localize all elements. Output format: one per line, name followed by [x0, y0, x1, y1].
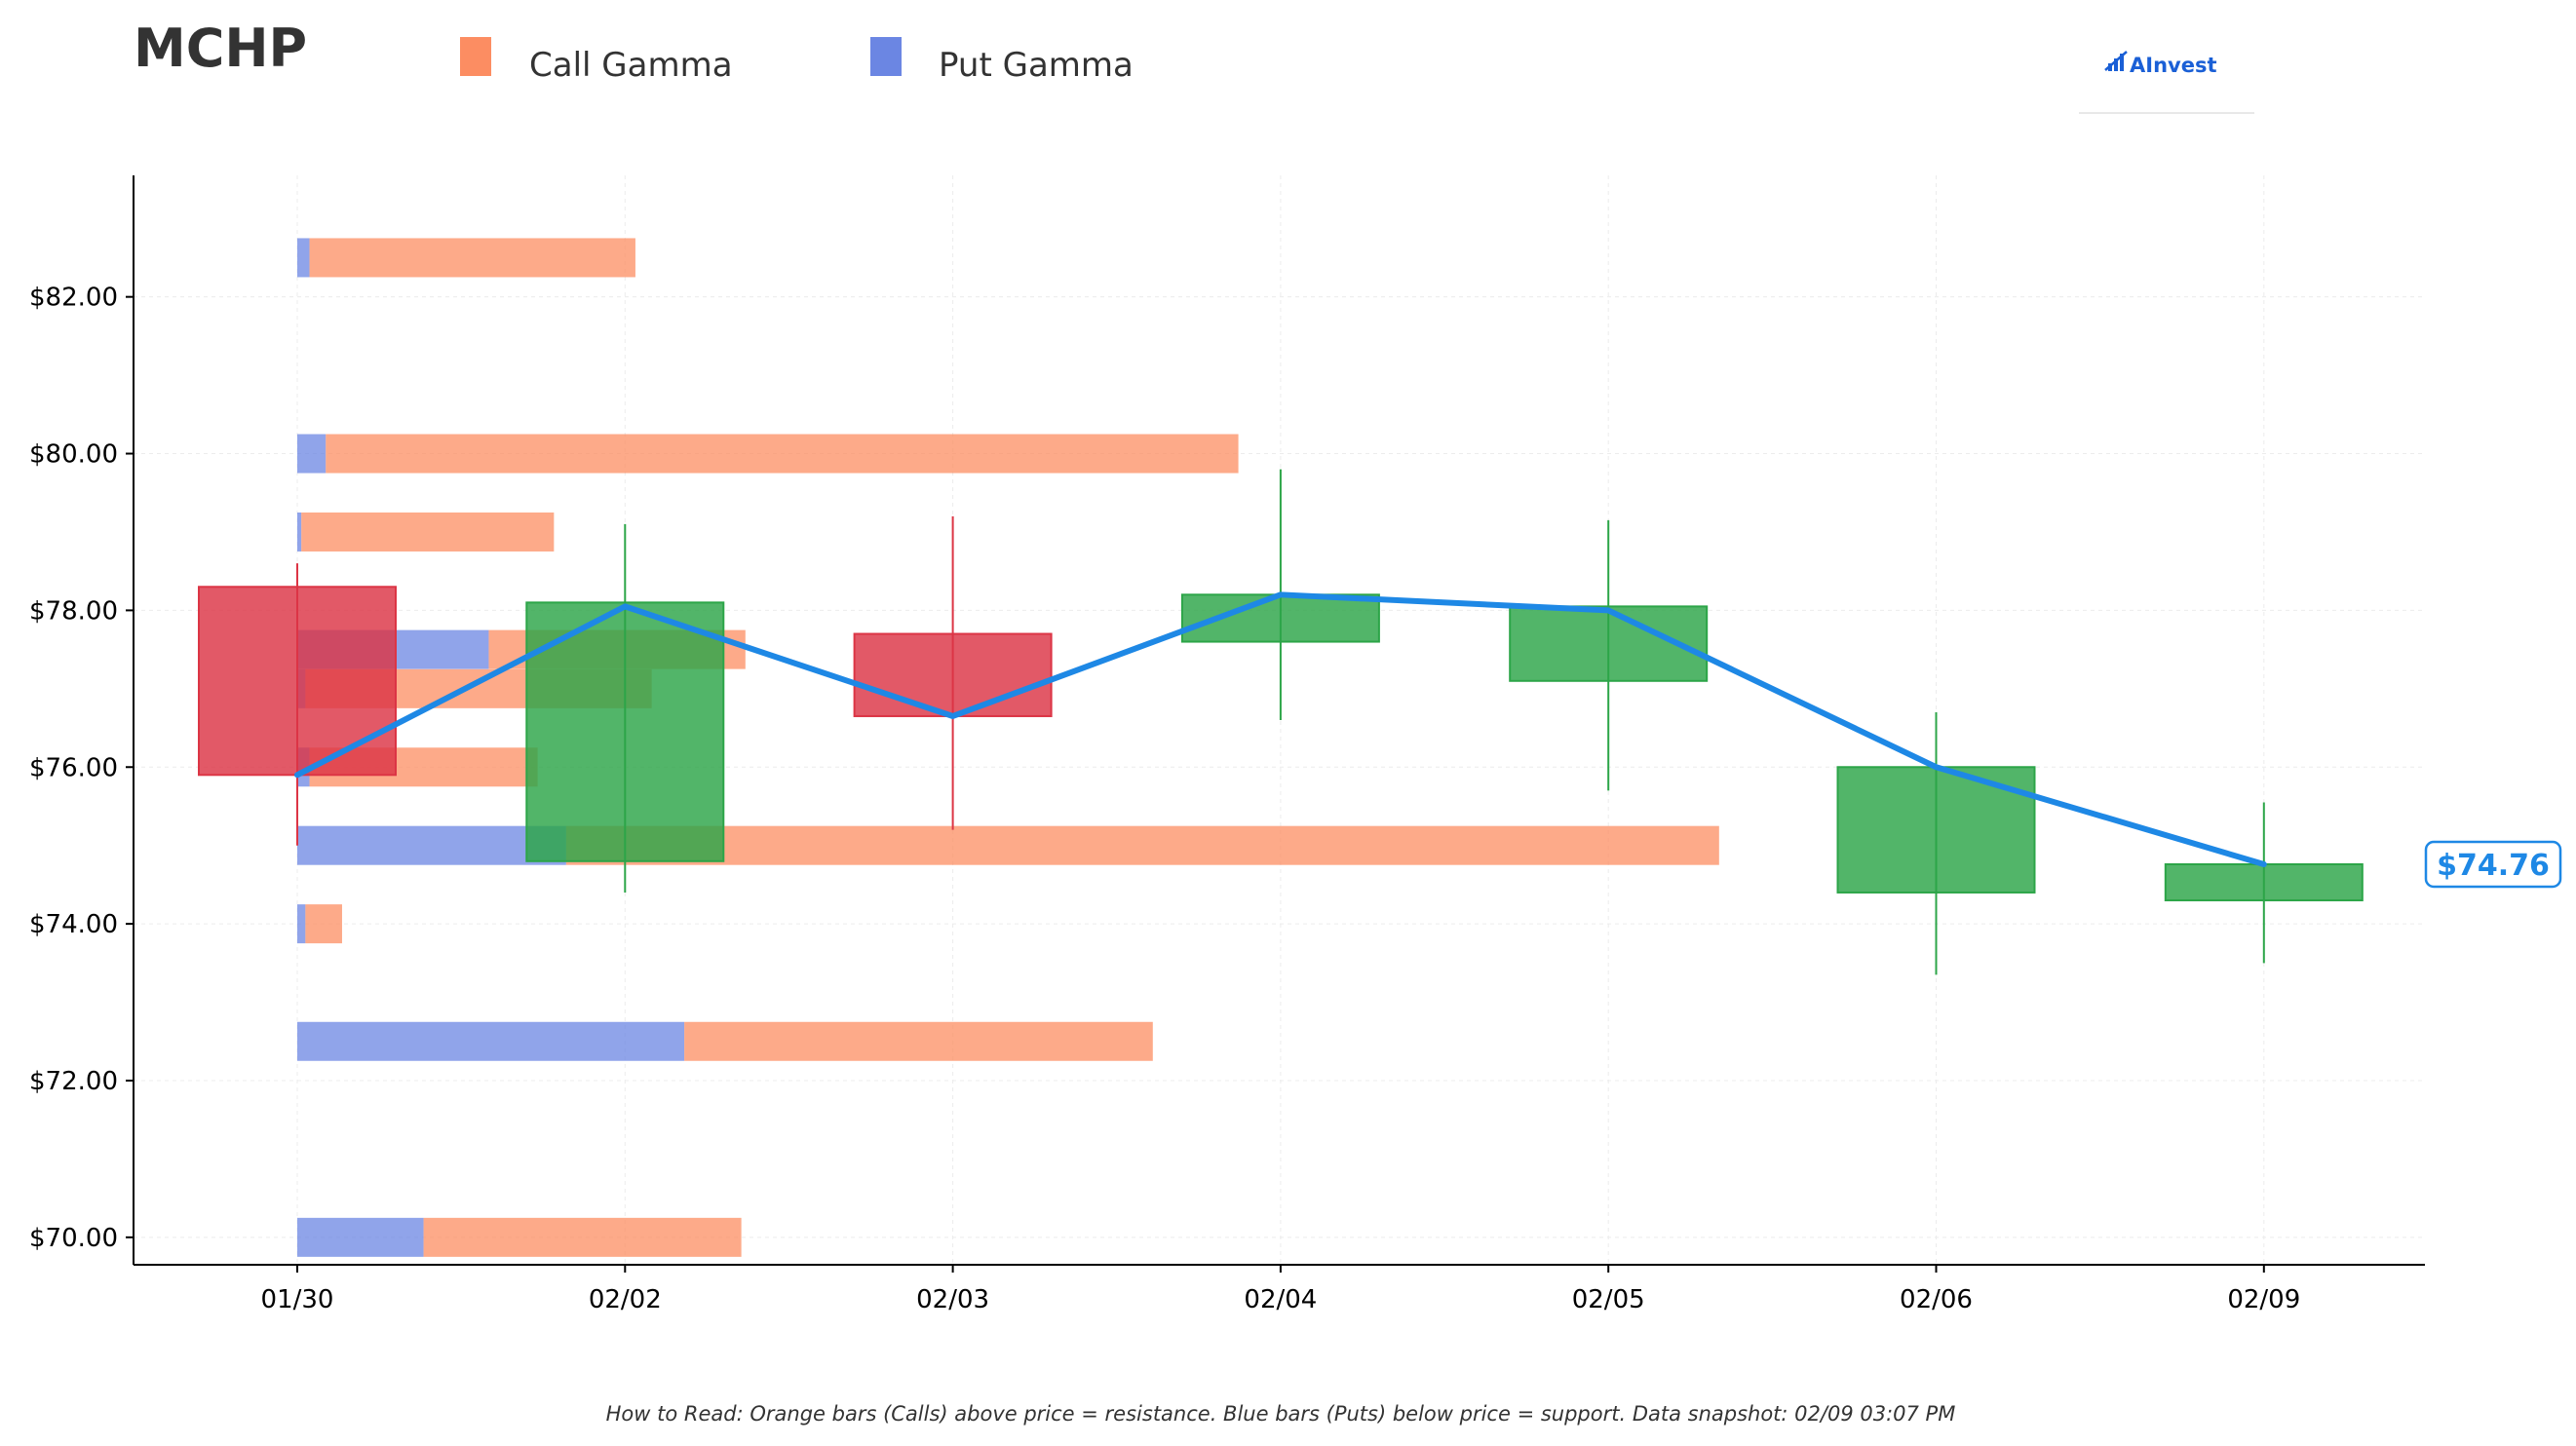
- put-gamma-bar: [297, 434, 327, 474]
- x-tick-label: 02/04: [1244, 1285, 1317, 1314]
- y-tick-label: $78.00: [29, 596, 118, 626]
- legend-call-label: Call Gamma: [529, 46, 733, 85]
- current-price-marker: $74.76: [2424, 840, 2562, 889]
- x-tick-label: 02/06: [1900, 1285, 1973, 1314]
- close-line-layer: [294, 591, 2267, 867]
- candle-body: [198, 586, 397, 777]
- put-gamma-bar: [297, 1021, 685, 1061]
- legend: Call Gamma Put Gamma: [460, 37, 1134, 85]
- current-price-badge: [2424, 840, 2562, 889]
- y-tick-label: $72.00: [29, 1067, 118, 1096]
- close-price-line: [294, 591, 2267, 867]
- candle-body: [525, 601, 725, 862]
- call-gamma-bar: [301, 512, 555, 552]
- put-gamma-bar: [297, 904, 306, 944]
- legend-call-swatch: [460, 37, 491, 76]
- call-gamma-bar: [565, 825, 1719, 865]
- candle-body: [2164, 862, 2364, 901]
- call-gamma-bar: [305, 904, 342, 944]
- put-gamma-bar: [297, 238, 310, 278]
- call-gamma-bar: [684, 1021, 1153, 1061]
- brand-logo: AInvest: [2079, 51, 2254, 114]
- chart-bars-icon: [2104, 51, 2128, 71]
- candle-body: [853, 632, 1053, 717]
- y-tick-label: $76.00: [29, 753, 118, 782]
- candles: [198, 469, 2364, 975]
- ticker-title: MCHP: [134, 18, 307, 79]
- put-gamma-bar: [297, 512, 302, 552]
- x-tick-label: 01/30: [261, 1285, 334, 1314]
- footnote: How to Read: Orange bars (Calls) above p…: [606, 1402, 1956, 1426]
- current-price-label: $74.76: [2437, 849, 2550, 883]
- x-tick-label: 02/05: [1572, 1285, 1645, 1314]
- legend-put-swatch: [870, 37, 902, 76]
- legend-put-label: Put Gamma: [939, 46, 1134, 85]
- call-gamma-bar: [326, 434, 1239, 474]
- x-tick-label: 02/03: [916, 1285, 989, 1314]
- x-tick-label: 02/02: [589, 1285, 662, 1314]
- y-tick-label: $74.00: [29, 910, 118, 939]
- call-gamma-bar: [423, 1217, 742, 1257]
- put-gamma-bar: [297, 1217, 424, 1257]
- y-tick-label: $80.00: [29, 440, 118, 470]
- y-tick-label: $82.00: [29, 284, 118, 313]
- put-gamma-bar: [297, 825, 566, 865]
- x-tick-label: 02/09: [2227, 1285, 2300, 1314]
- gamma-bars: [297, 238, 1719, 1257]
- axes: $70.00 $72.00 $74.00 $76.00 $78.00 $80.00 $82.…: [29, 175, 2425, 1314]
- y-tick-label: $70.00: [29, 1224, 118, 1253]
- grid: [134, 175, 2425, 1265]
- brand-name: AInvest: [2130, 54, 2217, 77]
- call-gamma-bar: [309, 238, 635, 278]
